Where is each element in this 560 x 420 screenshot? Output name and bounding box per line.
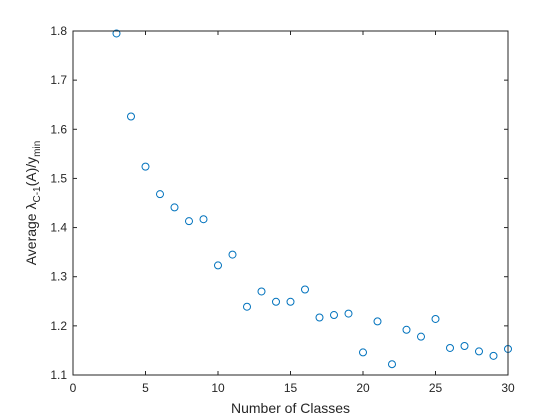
- y-tick-label: 1.5: [50, 171, 67, 185]
- data-point: [301, 285, 309, 294]
- y-tick-label: 1.6: [50, 122, 67, 136]
- plot-frame: [72, 30, 509, 376]
- data-point: [286, 297, 295, 306]
- data-point: [417, 332, 425, 341]
- x-tick-label: 25: [429, 381, 443, 395]
- data-point: [170, 203, 179, 212]
- y-axis-label: Average λC-1(A)/ymin: [23, 141, 43, 266]
- data-point: [185, 217, 193, 226]
- y-tick-label: 1.7: [50, 73, 67, 87]
- data-point: [460, 342, 469, 351]
- data-point: [373, 317, 382, 326]
- x-tick-label: 15: [284, 381, 298, 395]
- data-point: [272, 297, 280, 306]
- y-tick-label: 1.8: [50, 24, 67, 38]
- y-tick-label: 1.4: [50, 221, 67, 235]
- data-point: [112, 29, 121, 38]
- data-point: [257, 287, 266, 296]
- y-tick-label: 1.3: [50, 270, 67, 284]
- data-point: [127, 112, 135, 121]
- plot-area: [73, 31, 508, 375]
- x-tick-label: 10: [211, 381, 225, 395]
- data-points: [112, 29, 512, 369]
- data-point: [475, 347, 483, 356]
- data-point: [315, 313, 324, 322]
- data-point: [141, 162, 150, 171]
- data-point: [388, 360, 396, 369]
- data-point: [228, 250, 237, 259]
- y-tick-label: 1.1: [50, 368, 67, 382]
- axes: 0 5 10 15 20 25 30 1.1 1.2 1.3 1.4 1.5 1.6 1.7 1.8: [50, 24, 515, 395]
- x-tick-label: 5: [142, 381, 149, 395]
- data-point: [243, 302, 251, 311]
- x-tick-label: 0: [70, 381, 77, 395]
- x-tick-label: 20: [356, 381, 370, 395]
- data-point: [431, 314, 440, 323]
- data-point: [199, 215, 208, 224]
- data-point: [489, 351, 498, 360]
- y-tick-label: 1.2: [50, 319, 67, 333]
- x-axis-label: Number of Classes: [231, 400, 350, 416]
- data-point: [402, 325, 411, 334]
- x-tick-label: 30: [501, 381, 515, 395]
- data-point: [344, 309, 353, 318]
- data-point: [446, 343, 454, 352]
- data-point: [156, 190, 164, 199]
- data-point: [330, 311, 338, 320]
- data-point: [359, 348, 367, 357]
- data-point: [214, 261, 222, 270]
